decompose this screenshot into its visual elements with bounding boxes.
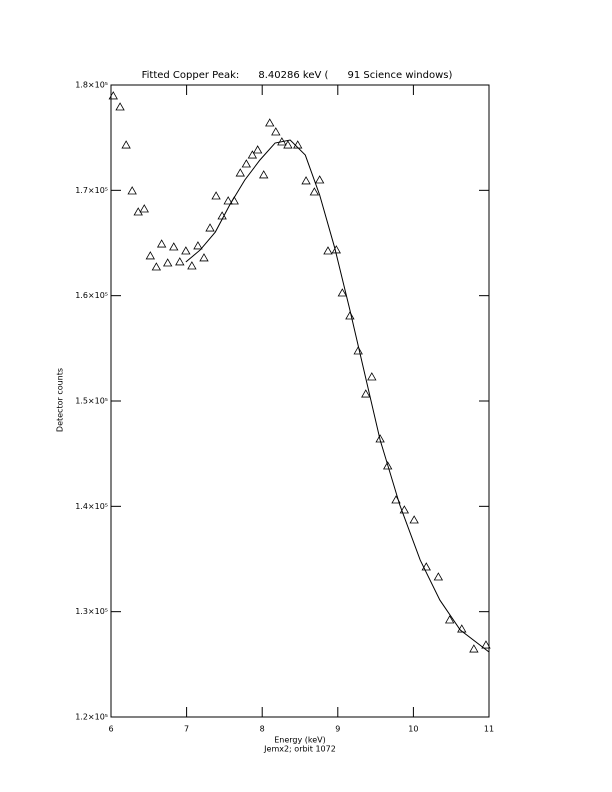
subtitle: Jemx2; orbit 1072 [263, 745, 336, 754]
y-tick-label: 1.6×10⁵ [75, 291, 108, 300]
triangle-point [115, 102, 125, 111]
chart-title: Fitted Copper Peak: 8.40286 keV ( 91 Sci… [142, 70, 453, 81]
triangle-point [353, 346, 363, 355]
x-tick-label: 6 [108, 725, 113, 734]
triangle-point [375, 434, 385, 443]
triangle-point [163, 258, 173, 267]
triangle-point [433, 572, 444, 581]
triangle-point [383, 461, 393, 470]
triangle-point [259, 170, 269, 179]
triangle-point [469, 644, 479, 653]
triangle-point [169, 242, 179, 251]
y-axis-label: Detector counts [56, 368, 65, 432]
triangle-point [361, 389, 371, 398]
fit-line [185, 139, 490, 653]
y-tick-label: 1.7×10⁵ [75, 186, 108, 195]
triangle-point [399, 505, 410, 514]
triangle-point [367, 372, 377, 381]
triangle-point [481, 640, 491, 649]
triangle-point [139, 204, 149, 213]
triangle-point [283, 140, 293, 149]
triangle-point [252, 145, 263, 154]
triangle-point [409, 515, 419, 524]
triangle-point [156, 239, 167, 248]
triangle-point [175, 257, 185, 266]
triangle-point [181, 246, 191, 255]
triangle-point [301, 176, 311, 185]
x-tick-label: 7 [184, 725, 189, 734]
triangle-point [205, 223, 215, 232]
triangle-point [247, 150, 258, 159]
triangle-point [108, 91, 118, 100]
triangle-point [309, 187, 320, 196]
triangle-point [235, 168, 245, 177]
x-axis-label: Energy (keV) [274, 736, 326, 745]
triangle-point [323, 246, 333, 255]
x-tick-label: 9 [335, 725, 340, 734]
triangle-point [345, 311, 355, 320]
triangle-point [223, 196, 233, 205]
triangle-point [199, 253, 209, 262]
y-tick-label: 1.8×10⁵ [75, 81, 108, 90]
x-tick-label: 10 [408, 725, 418, 734]
y-tick-label: 1.3×10⁵ [75, 607, 108, 616]
triangle-point [265, 118, 275, 127]
triangle-point [121, 140, 131, 149]
triangle-point [127, 186, 137, 195]
y-tick-label: 1.4×10⁵ [75, 502, 108, 511]
triangle-point [271, 127, 281, 136]
x-tick-label: 8 [260, 725, 265, 734]
triangle-point [193, 241, 203, 250]
triangle-point [211, 191, 221, 200]
triangle-point [444, 615, 455, 624]
triangle-point [421, 562, 431, 571]
y-tick-label: 1.2×10⁵ [75, 713, 108, 722]
triangle-point [337, 288, 348, 297]
triangle-point [241, 159, 252, 168]
y-tick-label: 1.5×10⁵ [75, 397, 108, 406]
triangle-point [187, 261, 197, 270]
triangle-point [151, 262, 162, 271]
x-tick-label: 11 [484, 725, 494, 734]
triangle-point [145, 251, 156, 260]
triangle-point [314, 175, 325, 184]
